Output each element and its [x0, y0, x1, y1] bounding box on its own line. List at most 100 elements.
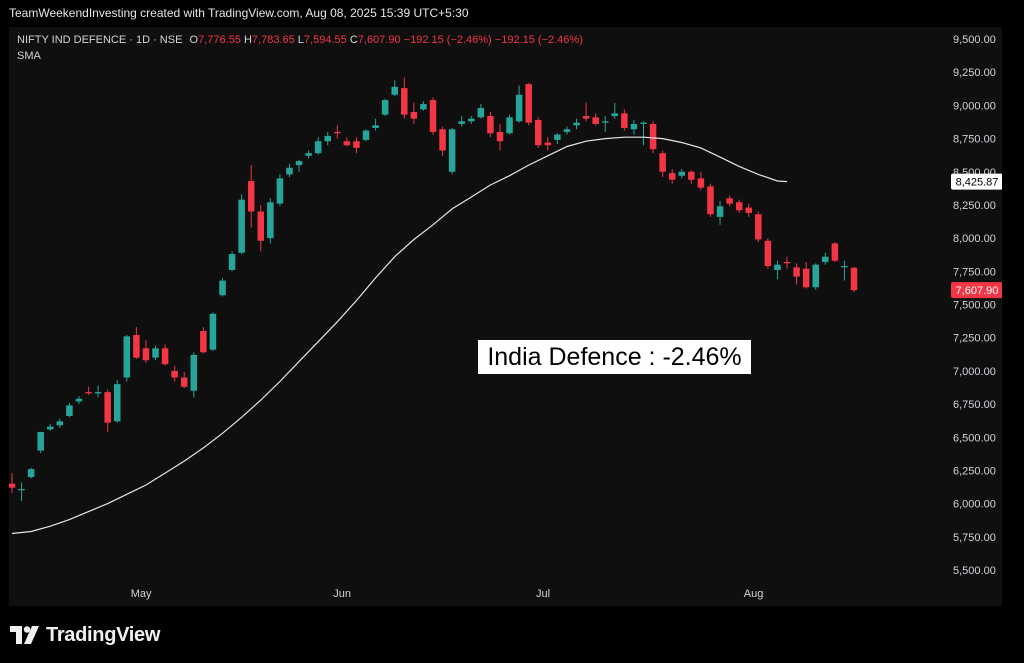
candle[interactable]	[515, 85, 523, 123]
candle-body	[601, 121, 609, 123]
candle[interactable]	[152, 345, 159, 361]
candle[interactable]	[668, 169, 676, 184]
candle[interactable]	[104, 389, 111, 432]
candle[interactable]	[47, 423, 54, 431]
candle[interactable]	[238, 194, 245, 255]
candle-body	[668, 173, 676, 180]
candle[interactable]	[372, 118, 379, 131]
candle[interactable]	[190, 352, 198, 398]
candle[interactable]	[171, 365, 178, 382]
candle[interactable]	[726, 195, 733, 207]
candle[interactable]	[477, 104, 485, 119]
candle[interactable]	[649, 121, 657, 154]
candle[interactable]	[487, 112, 494, 138]
candle[interactable]	[429, 97, 437, 135]
candle[interactable]	[439, 126, 446, 156]
candle[interactable]	[267, 198, 274, 244]
candle[interactable]	[324, 131, 332, 146]
candle[interactable]	[353, 137, 360, 154]
candle[interactable]	[56, 418, 64, 428]
candle[interactable]	[841, 260, 848, 281]
candle[interactable]	[822, 252, 829, 265]
y-axis[interactable]: 5,500.00 5,750.00 6,000.00 6,250.00 6,500.00…	[953, 34, 996, 577]
candle[interactable]	[850, 266, 858, 292]
candle[interactable]	[257, 204, 265, 252]
candle[interactable]	[37, 431, 44, 454]
candle[interactable]	[582, 102, 590, 122]
candle[interactable]	[420, 101, 427, 111]
candle[interactable]	[458, 115, 465, 127]
candle[interactable]	[544, 137, 552, 151]
sma-indicator-label[interactable]: SMA	[17, 50, 41, 62]
candle[interactable]	[180, 372, 188, 389]
candle[interactable]	[831, 242, 839, 263]
candle[interactable]	[314, 137, 322, 155]
candle[interactable]	[755, 211, 762, 243]
candle[interactable]	[783, 256, 791, 269]
candle[interactable]	[228, 251, 236, 272]
candle[interactable]	[142, 340, 150, 363]
candle[interactable]	[793, 263, 800, 285]
candle[interactable]	[410, 102, 418, 124]
candle[interactable]	[305, 150, 312, 159]
candle[interactable]	[161, 344, 169, 366]
candle-body	[161, 348, 169, 365]
candle[interactable]	[812, 263, 819, 290]
x-axis[interactable]: May Jun Jul Aug	[131, 588, 764, 600]
candle[interactable]	[85, 386, 92, 395]
candle[interactable]	[534, 117, 542, 148]
candle[interactable]	[563, 126, 571, 135]
candle[interactable]	[697, 171, 705, 191]
tradingview-brand[interactable]: TradingView	[10, 624, 160, 646]
candle[interactable]	[496, 123, 504, 151]
candle[interactable]	[735, 199, 743, 213]
plot-area[interactable]: 5,500.00 5,750.00 6,000.00 6,250.00 6,500.00…	[9, 27, 1002, 606]
candle[interactable]	[276, 174, 284, 207]
candle[interactable]	[401, 77, 408, 119]
candle[interactable]	[18, 482, 25, 501]
candle[interactable]	[707, 183, 714, 217]
candle[interactable]	[448, 127, 456, 175]
ohlc-legend[interactable]: NIFTY IND DEFENCE · 1D · NSE O7,776.55 H…	[17, 34, 583, 46]
candle[interactable]	[133, 327, 140, 359]
candle[interactable]	[219, 277, 226, 297]
candle[interactable]	[506, 114, 513, 135]
candle[interactable]	[678, 169, 686, 179]
candle[interactable]	[554, 133, 561, 144]
candlestick-chart[interactable]: 5,500.00 5,750.00 6,000.00 6,250.00 6,500.00…	[9, 27, 1002, 606]
candle[interactable]	[659, 150, 666, 178]
candle[interactable]	[774, 260, 781, 280]
candle[interactable]	[123, 335, 131, 382]
candle[interactable]	[611, 102, 619, 119]
candle[interactable]	[343, 137, 351, 147]
candle[interactable]	[27, 467, 35, 479]
candle[interactable]	[9, 473, 16, 494]
candle[interactable]	[640, 121, 647, 146]
candle[interactable]	[200, 327, 207, 354]
candle[interactable]	[688, 170, 695, 184]
candle[interactable]	[716, 200, 724, 225]
candle[interactable]	[334, 125, 341, 139]
candle[interactable]	[209, 312, 217, 351]
candle[interactable]	[362, 129, 370, 142]
candle[interactable]	[601, 115, 609, 132]
candle[interactable]	[621, 109, 628, 131]
candle[interactable]	[381, 98, 389, 116]
candle[interactable]	[94, 385, 102, 398]
candle[interactable]	[573, 118, 580, 130]
candle[interactable]	[592, 113, 599, 126]
candle[interactable]	[75, 396, 83, 405]
candle[interactable]	[802, 262, 810, 289]
candle[interactable]	[630, 119, 638, 135]
candle[interactable]	[391, 80, 398, 97]
candle[interactable]	[468, 115, 475, 124]
candle[interactable]	[295, 159, 303, 172]
candle[interactable]	[764, 238, 772, 269]
candle[interactable]	[745, 203, 753, 217]
candle-body	[563, 129, 571, 132]
candle[interactable]	[247, 165, 255, 228]
candle[interactable]	[525, 82, 532, 126]
candle[interactable]	[66, 402, 73, 418]
candle[interactable]	[286, 163, 293, 178]
candle[interactable]	[113, 380, 121, 423]
